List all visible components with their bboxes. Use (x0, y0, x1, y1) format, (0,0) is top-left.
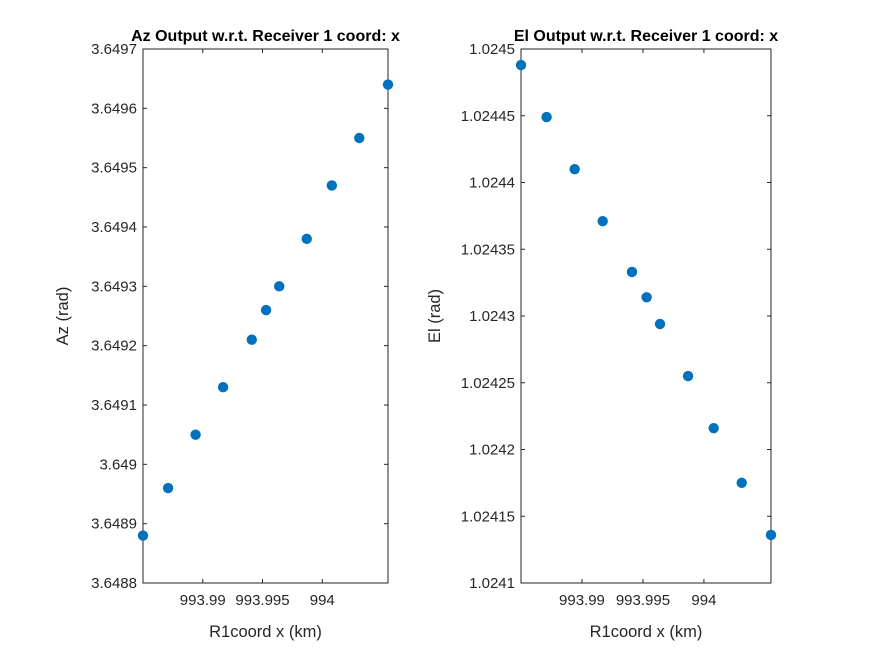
az-y-tick-label: 3.6494 (91, 219, 137, 236)
az-y-tick-label: 3.6497 (91, 41, 137, 58)
el-y-tick-label: 1.0245 (469, 41, 515, 58)
el-y-axis-label: El (rad) (426, 289, 444, 343)
az-y-tick-label: 3.6495 (91, 160, 137, 177)
az-data-point (246, 334, 257, 345)
el-data-point (597, 216, 608, 227)
az-y-tick-label: 3.6491 (91, 397, 137, 414)
az-data-point (382, 79, 394, 90)
az-data-point (354, 132, 365, 144)
el-data-point (682, 370, 694, 382)
el-y-tick-label: 1.0243 (469, 308, 515, 325)
el-axes-frame (520, 48, 772, 584)
az-y-tick-label: 3.6493 (91, 278, 137, 295)
el-y-tick-label: 1.02435 (461, 241, 515, 258)
el-x-axis-label: R1coord x (km) (590, 623, 703, 641)
az-y-tick-label: 3.6496 (91, 100, 137, 117)
el-data-point (541, 111, 552, 123)
az-data-point (326, 180, 338, 191)
el-y-tick-label: 1.02425 (461, 375, 515, 392)
az-data-point (260, 304, 272, 316)
el-data-point (626, 266, 638, 278)
el-y-tick-label: 1.02415 (461, 508, 515, 525)
az-axes-frame (142, 48, 389, 584)
az-y-tick-label: 3.649 (99, 456, 137, 473)
el-y-tick-label: 1.0244 (469, 175, 515, 192)
el-plot: 1.0241 1.02415 1.0242 1.02425 1.0243 1.02435 1… (426, 28, 778, 641)
az-data-point (217, 382, 229, 393)
az-data-point (301, 233, 312, 245)
az-x-axis-label: R1coord x (km) (209, 623, 322, 641)
el-x-tick-label: 994 (691, 592, 716, 609)
az-x-tick-label: 993.995 (235, 592, 289, 609)
el-data-point (654, 318, 666, 330)
el-data-point (708, 422, 719, 434)
el-data-point (765, 529, 777, 541)
el-y-tick-label: 1.0242 (469, 442, 515, 459)
el-data-point (569, 163, 580, 175)
el-data-point (736, 477, 747, 489)
az-data-point (190, 429, 201, 440)
az-plot: 3.6488 3.6489 3.649 3.6491 3.6492 3.6493 3.649… (54, 28, 400, 641)
el-x-tick-label: 993.99 (559, 592, 605, 609)
az-y-tick-label: 3.6489 (91, 516, 137, 533)
az-chart-title: Az Output w.r.t. Receiver 1 coord: x (131, 28, 400, 45)
az-data-point (137, 530, 149, 541)
el-chart-title: El Output w.r.t. Receiver 1 coord: x (514, 28, 778, 45)
el-y-tick-label: 1.02445 (461, 108, 515, 125)
az-y-tick-label: 3.6488 (91, 575, 137, 592)
el-data-point (641, 292, 652, 303)
el-data-point (515, 59, 527, 71)
az-y-axis-label: Az (rad) (54, 287, 72, 346)
az-data-point (162, 482, 174, 494)
el-y-tick-label: 1.0241 (469, 575, 515, 592)
az-data-point (274, 281, 285, 292)
az-y-tick-label: 3.6492 (91, 338, 137, 355)
az-x-tick-label: 994 (310, 592, 335, 609)
az-x-tick-label: 993.99 (180, 592, 226, 609)
el-x-tick-label: 993.995 (616, 592, 670, 609)
